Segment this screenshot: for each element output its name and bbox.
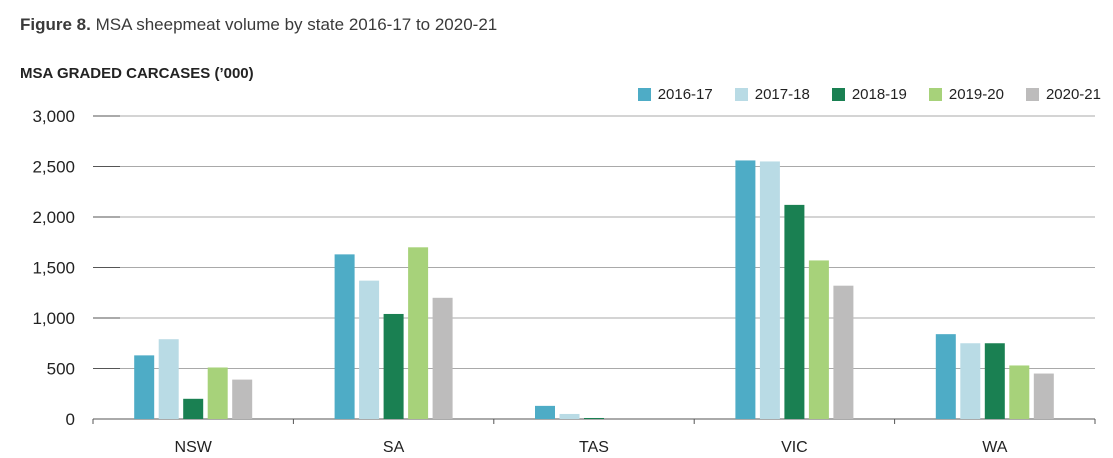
legend-label: 2016-17 (657, 86, 713, 103)
figure-label: Figure 8. (20, 15, 91, 34)
bar-vic-2016-17 (735, 160, 756, 419)
legend-item: 2018-19 (831, 86, 907, 103)
bar-nsw-2019-20 (207, 367, 228, 419)
y-tick-label: 2,000 (32, 208, 75, 227)
legend-item: 2016-17 (637, 86, 713, 103)
legend-swatch (928, 88, 942, 101)
legend-label: 2020-21 (1045, 86, 1101, 103)
x-tick-label: WA (982, 439, 1008, 456)
bar-wa-2019-20 (1009, 365, 1030, 419)
legend-swatch (637, 88, 651, 101)
bar-wa-2016-17 (935, 334, 956, 419)
legend-swatch (831, 88, 845, 101)
legend-label: 2018-19 (851, 86, 907, 103)
figure-title-text: MSA sheepmeat volume by state 2016-17 to… (95, 15, 498, 34)
bar-wa-2017-18 (960, 343, 981, 419)
legend-label: 2019-20 (948, 86, 1004, 103)
bar-vic-2020-21 (833, 285, 854, 419)
figure-title: Figure 8. MSA sheepmeat volume by state … (20, 15, 497, 35)
bar-tas-2018-19 (584, 417, 604, 419)
legend-item: 2020-21 (1025, 86, 1101, 103)
y-tick-label: 1,000 (32, 309, 75, 328)
bar-tas-2016-17 (535, 405, 555, 419)
y-tick-label: 2,500 (32, 158, 75, 177)
x-tick-label: NSW (175, 439, 213, 456)
bar-nsw-2017-18 (158, 339, 179, 419)
bar-wa-2018-19 (984, 343, 1005, 419)
y-tick-label: 0 (66, 410, 75, 429)
legend-swatch (734, 88, 748, 101)
x-tick-label: TAS (579, 439, 609, 456)
legend: 2016-17 2017-18 2018-19 2019-20 2020-21 (637, 86, 1101, 103)
y-tick-label: 3,000 (32, 107, 75, 126)
legend-item: 2019-20 (928, 86, 1004, 103)
bar-vic-2018-19 (784, 204, 805, 419)
bar-tas-2017-18 (559, 413, 580, 419)
bar-nsw-2020-21 (232, 379, 253, 419)
bar-vic-2017-18 (759, 161, 780, 419)
bar-sa-2020-21 (432, 297, 453, 419)
bar-nsw-2018-19 (183, 398, 204, 419)
x-tick-label: SA (383, 439, 405, 456)
legend-label: 2017-18 (754, 86, 810, 103)
y-axis-title: MSA GRADED CARCASES (’000) (20, 65, 254, 82)
bar-sa-2018-19 (383, 313, 404, 419)
bar-sa-2016-17 (334, 254, 355, 419)
y-tick-label: 500 (47, 360, 75, 379)
y-tick-label: 1,500 (32, 259, 75, 278)
x-tick-label: VIC (781, 439, 808, 456)
bar-vic-2019-20 (808, 260, 829, 419)
bar-sa-2017-18 (359, 280, 380, 419)
bar-wa-2020-21 (1033, 373, 1054, 419)
legend-swatch (1025, 88, 1039, 101)
legend-item: 2017-18 (734, 86, 810, 103)
bar-sa-2019-20 (408, 247, 429, 419)
bar-nsw-2016-17 (134, 355, 155, 419)
